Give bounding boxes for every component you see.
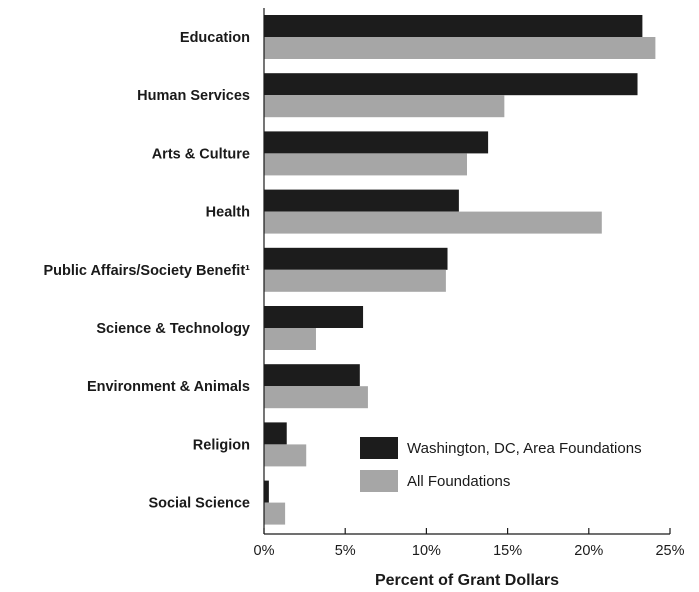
x-axis-title: Percent of Grant Dollars (375, 572, 559, 589)
x-tick-label: 15% (493, 543, 522, 559)
bar-all-foundations (264, 444, 307, 467)
bar-all-foundations (264, 37, 656, 59)
legend-label: Washington, DC, Area Foundations (407, 440, 642, 457)
bar-dc-area (264, 15, 643, 37)
x-tick-label: 25% (655, 543, 684, 559)
category-label: Education (180, 30, 250, 46)
bar-dc-area (264, 131, 489, 154)
category-label: Social Science (148, 496, 250, 512)
bar-all-foundations (264, 269, 446, 292)
category-label: Environment & Animals (87, 379, 250, 395)
x-tick-label: 5% (335, 543, 356, 559)
x-tick-label: 10% (412, 543, 441, 559)
x-axis: 0% 5% 10% 15% 20% 25% (254, 8, 685, 559)
bar-all-foundations (264, 386, 368, 409)
bar-all-foundations (264, 153, 467, 176)
bar-dc-area (264, 480, 269, 503)
bars-layer (264, 15, 656, 525)
category-label: Human Services (137, 88, 250, 104)
bar-dc-area (264, 189, 459, 212)
legend-swatch-all-foundations (360, 470, 398, 492)
bar-all-foundations (264, 95, 505, 118)
bar-dc-area (264, 247, 448, 270)
bar-all-foundations (264, 211, 602, 234)
category-label: Science & Technology (96, 321, 250, 337)
legend-label: All Foundations (407, 473, 510, 490)
x-tick-label: 0% (254, 543, 275, 559)
category-label: Arts & Culture (152, 146, 250, 162)
x-tick-label: 20% (574, 543, 603, 559)
legend-swatch-dc-area (360, 437, 398, 459)
category-label: Religion (193, 437, 250, 453)
category-labels: Education Human Services Arts & Culture Hea… (43, 30, 250, 512)
bar-dc-area (264, 364, 360, 387)
bar-all-foundations (264, 502, 286, 525)
bar-dc-area (264, 306, 364, 328)
bar-dc-area (264, 422, 287, 445)
legend: Washington, DC, Area Foundations All Foun… (360, 437, 642, 492)
bar-all-foundations (264, 328, 316, 350)
category-label: Health (206, 205, 250, 221)
category-label: Public Affairs/Society Benefit¹ (43, 263, 250, 279)
bar-dc-area (264, 73, 638, 96)
